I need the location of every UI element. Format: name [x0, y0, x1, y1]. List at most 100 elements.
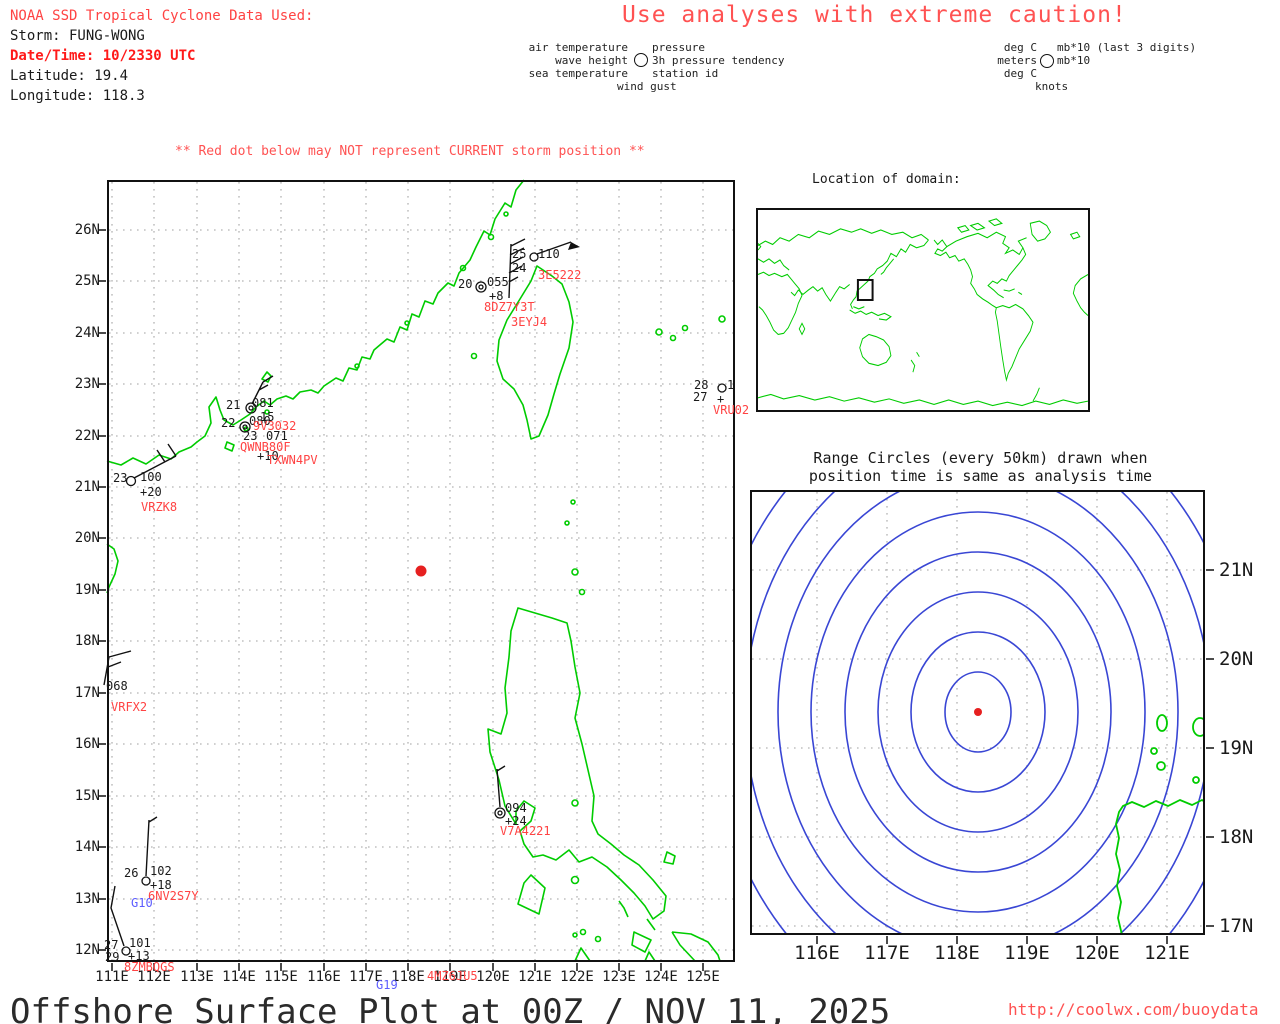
ticao — [646, 918, 656, 931]
station-pressure: 071 — [266, 429, 288, 443]
lon-label: 112E — [137, 969, 171, 985]
station-id: 3EYJ4 — [511, 315, 548, 329]
station-air-temp: 23 — [243, 429, 258, 443]
station-id: VRU02 — [713, 403, 750, 417]
burias — [618, 900, 629, 918]
lat-label: 16N — [74, 736, 100, 752]
station-air-temp: 25 — [512, 247, 527, 261]
range-lon-label: 116E — [794, 942, 840, 964]
domain-rect — [858, 280, 873, 300]
range-lon-label: 117E — [864, 942, 910, 964]
location-map-title: Location of domain: — [812, 172, 961, 187]
lon-label: 113E — [180, 969, 214, 985]
coastline-paths — [106, 179, 726, 962]
legend-unit-knots: knots — [1035, 80, 1069, 93]
station-id: 6NV2S7Y — [148, 889, 199, 903]
station-sea-temp: 27 — [693, 390, 708, 404]
lon-label: 123E — [602, 969, 636, 985]
lon-label: 114E — [222, 969, 256, 985]
header-storm-name: Storm: FUNG-WONG — [10, 28, 145, 44]
range-plot-title-line2: position time is same as analysis time — [808, 467, 1153, 485]
legend-sea-temp: sea temperature — [528, 67, 628, 80]
lon-label: 125E — [686, 969, 720, 985]
caution-banner: Use analyses with extreme caution! — [622, 2, 1127, 28]
china-coastline — [106, 179, 525, 466]
range-lat-label: 19N — [1219, 737, 1254, 759]
page-title: Offshore Surface Plot at 00Z / NOV 11, 2… — [10, 992, 891, 1024]
station-pressure: 100 — [140, 470, 162, 484]
range-lat-label: 20N — [1219, 648, 1254, 670]
station-pressure: 094 — [505, 801, 527, 815]
source-url-link[interactable]: http://coolwx.com/buoydata — [1008, 1000, 1259, 1019]
station-id: 9V3032 — [253, 419, 297, 433]
main-map-ticks — [98, 229, 704, 971]
lat-label: 15N — [74, 788, 100, 804]
lon-label: 122E — [560, 969, 594, 985]
station-tendency: + — [717, 392, 725, 406]
station-circle-icon — [634, 53, 648, 67]
legend-air-temp: air temperature — [528, 41, 628, 54]
station-tendency: +8 — [489, 289, 504, 303]
station-pressure: 1 — [727, 378, 735, 392]
range-lon-label: 118E — [934, 942, 980, 964]
header-datetime: Date/Time: 10/2330 UTC — [10, 48, 196, 64]
station-pressure: 102 — [150, 864, 172, 878]
station-pressure: 080 — [249, 414, 271, 428]
masbate — [631, 931, 652, 953]
lon-label: 124E — [644, 969, 678, 985]
station-sea-temp: 29 — [105, 950, 120, 964]
station-tendency: +20 — [140, 485, 162, 499]
luzon-coastline — [487, 607, 667, 920]
station-air-temp: 20 — [458, 277, 473, 291]
mindoro-coastline — [517, 874, 546, 915]
station-circle-icon — [1040, 54, 1054, 68]
station-pressure: 081 — [252, 396, 274, 410]
range-lat-label: 18N — [1219, 826, 1254, 848]
lat-label: 19N — [74, 582, 100, 598]
world-map-svg — [758, 218, 1088, 407]
lat-label: 14N — [74, 839, 100, 855]
range-lon-label: 119E — [1004, 942, 1050, 964]
header-longitude: Longitude: 118.3 — [10, 88, 145, 104]
lat-label: 22N — [74, 428, 100, 444]
lat-label: 12N — [74, 942, 100, 958]
station-tendency: +18 — [150, 878, 172, 892]
station-tendency: +10 — [257, 449, 279, 463]
station-id: 8ZMBQGS — [124, 960, 175, 974]
visayas-bit — [644, 951, 656, 962]
station-air-temp: 28 — [694, 378, 709, 392]
range-plot-svg — [750, 490, 1214, 944]
lon-label: 120E — [476, 969, 510, 985]
station-id: VRZK8 — [141, 500, 178, 514]
lat-label: 25N — [74, 273, 100, 289]
lat-label: 26N — [74, 222, 100, 238]
samar-coastline — [671, 931, 721, 962]
station-circles — [121, 252, 727, 956]
station-pressure: 055 — [487, 275, 509, 289]
taiwan-coastline — [496, 265, 574, 440]
station-id: TXWN4PV — [267, 453, 318, 467]
station-pressure: 101 — [129, 936, 151, 950]
lat-label: 21N — [74, 479, 100, 495]
lat-label: 20N — [74, 530, 100, 546]
station-air-temp: 27 — [104, 938, 119, 952]
storm-position-warning: ** Red dot below may NOT represent CURRE… — [175, 144, 645, 159]
catanduanes — [663, 851, 676, 865]
station-id: G10 — [131, 896, 153, 910]
legend-unit-mb-last3: mb*10 (last 3 digits) — [1057, 41, 1197, 54]
range-plot-storm-dot — [974, 708, 982, 716]
station-id: QWNB80F — [240, 440, 291, 454]
station-pressure: 110 — [538, 247, 560, 261]
main-map-border — [107, 180, 735, 962]
lon-label: 115E — [264, 969, 298, 985]
station-sea-temp: 24 — [512, 261, 527, 275]
header-source-line: NOAA SSD Tropical Cyclone Data Used: — [10, 8, 314, 24]
station-pressure: 068 — [106, 679, 128, 693]
legend-unit-degc-1: deg C — [1003, 41, 1037, 54]
legend-station-id: station id — [652, 67, 719, 80]
station-air-temp: 21 — [226, 398, 241, 412]
station-value: 15 — [260, 410, 275, 424]
lat-label: 13N — [74, 891, 100, 907]
station-air-temp: 22 — [221, 416, 236, 430]
